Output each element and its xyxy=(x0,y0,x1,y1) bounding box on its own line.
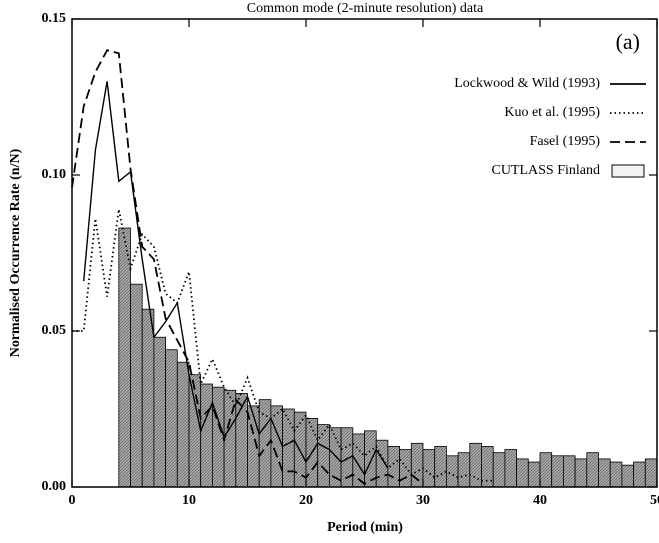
bar xyxy=(527,461,541,488)
bar xyxy=(644,458,658,488)
bar xyxy=(176,361,190,488)
legend-label: Fasel (1995) xyxy=(530,134,601,149)
y-tick-label: 0.00 xyxy=(42,479,67,494)
bar xyxy=(457,452,471,488)
series-line xyxy=(83,81,389,476)
y-axis-label: Normalised Occurrence Rate (n/N) xyxy=(8,148,23,357)
bar xyxy=(118,227,131,488)
bar xyxy=(399,449,412,488)
y-tick-label: 0.10 xyxy=(42,167,67,182)
x-tick-label: 40 xyxy=(533,493,547,508)
bar xyxy=(317,424,330,488)
x-tick-label: 10 xyxy=(182,493,196,508)
bar xyxy=(609,461,623,488)
bar xyxy=(516,458,529,488)
bar xyxy=(410,442,424,488)
series-line xyxy=(71,49,424,485)
y-tick-label: 0.05 xyxy=(42,323,67,338)
x-tick-label: 0 xyxy=(69,493,76,508)
x-axis-label: Period (min) xyxy=(327,520,403,535)
legend-label: CUTLASS Finland xyxy=(491,163,600,178)
bar xyxy=(375,439,389,488)
chart-title: Common mode (2-minute resolution) data xyxy=(247,1,484,16)
bar xyxy=(165,349,178,488)
plot-frame xyxy=(71,18,658,488)
bar xyxy=(200,383,213,488)
bar xyxy=(434,446,447,488)
y-tick-label: 0.15 xyxy=(42,11,67,26)
series-line xyxy=(72,209,494,482)
bar xyxy=(445,455,459,488)
bar xyxy=(574,458,588,488)
bar xyxy=(130,283,143,488)
bar xyxy=(188,374,202,488)
bar xyxy=(621,464,635,488)
bar xyxy=(551,455,564,488)
bar xyxy=(422,449,436,488)
x-tick-label: 20 xyxy=(299,493,313,508)
bar xyxy=(492,452,506,488)
bar xyxy=(633,461,646,488)
bar xyxy=(586,452,599,488)
bar xyxy=(153,336,166,488)
bar xyxy=(211,386,225,488)
x-tick-label: 30 xyxy=(416,493,430,508)
bar xyxy=(563,455,576,488)
bar xyxy=(469,442,482,488)
bar xyxy=(598,458,611,488)
annotation: (a) xyxy=(616,29,640,54)
bar xyxy=(270,405,283,488)
bar xyxy=(539,452,553,488)
legend-label: Lockwood & Wild (1993) xyxy=(454,76,600,91)
bar xyxy=(282,408,295,488)
bar xyxy=(141,308,155,488)
bar xyxy=(504,449,517,488)
x-tick-label: 50 xyxy=(650,493,659,508)
legend-swatch xyxy=(611,164,645,178)
legend-label: Kuo et al. (1995) xyxy=(504,105,600,120)
